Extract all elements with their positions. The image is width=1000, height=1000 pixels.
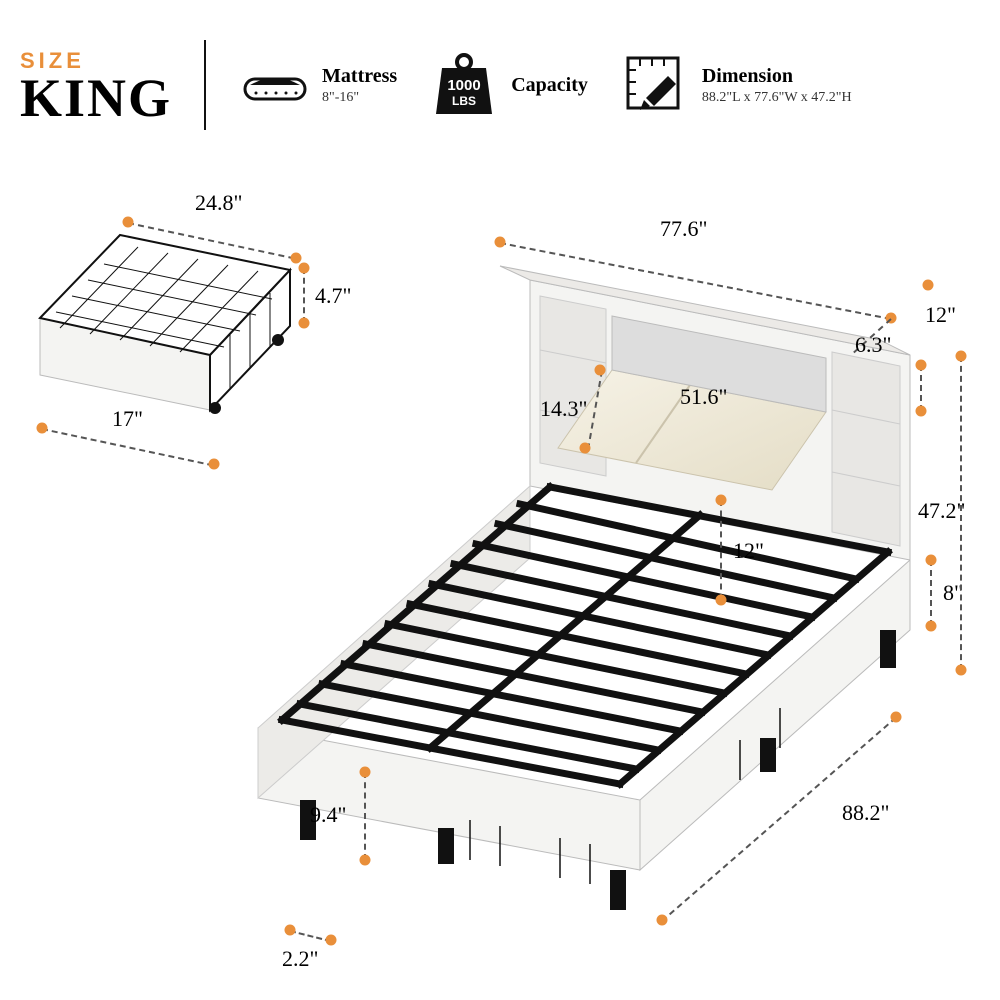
dim-panel-w: 51.6" <box>680 384 727 410</box>
mattress-icon <box>240 50 310 120</box>
ruler-icon <box>620 50 690 120</box>
header-divider <box>204 40 206 130</box>
dim-length: 88.2" <box>842 800 889 826</box>
size-value: KING <box>20 74 172 123</box>
spec-mattress: Mattress 8"-16" <box>240 50 397 120</box>
dim-rail-slat: 12" <box>733 538 764 564</box>
bed-illustration <box>0 160 1000 1000</box>
dim-foot: 2.2" <box>282 946 318 972</box>
diagram-canvas: 24.8" 4.7" 17" <box>0 160 1000 1000</box>
mattress-title: Mattress <box>322 65 397 88</box>
spec-capacity: 1000 LBS Capacity <box>429 50 588 120</box>
spec-dimension: Dimension 88.2"L x 77.6"W x 47.2"H <box>620 50 852 120</box>
dim-shelf: 6.3" <box>855 332 891 358</box>
dim-width: 77.6" <box>660 216 707 242</box>
mattress-range: 8"-16" <box>322 90 397 106</box>
dim-overall-h: 47.2" <box>918 498 965 524</box>
weight-icon: 1000 LBS <box>429 50 499 120</box>
svg-text:LBS: LBS <box>452 94 476 108</box>
dimension-value: 88.2"L x 77.6"W x 47.2"H <box>702 90 852 106</box>
dim-hb-depth: 12" <box>925 302 956 328</box>
dimension-title: Dimension <box>702 65 852 88</box>
capacity-title: Capacity <box>511 74 588 97</box>
dim-panel-h: 14.3" <box>540 396 587 422</box>
dim-clearance: 9.4" <box>310 802 346 828</box>
svg-text:1000: 1000 <box>448 77 481 94</box>
